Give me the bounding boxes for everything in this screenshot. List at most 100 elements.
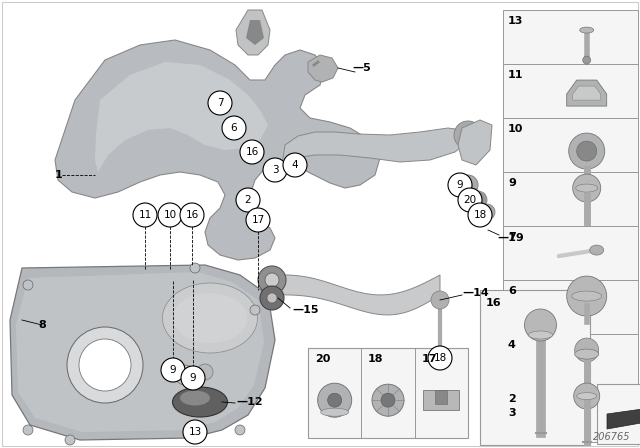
Text: 11: 11 (138, 210, 152, 220)
Bar (503, 388, 638, 442)
Circle shape (23, 280, 33, 290)
Ellipse shape (577, 392, 596, 400)
Bar (597, 384, 640, 444)
Circle shape (317, 383, 351, 417)
Text: 13: 13 (188, 427, 202, 437)
Polygon shape (10, 265, 275, 440)
Bar (503, 118, 638, 172)
Text: 17: 17 (421, 354, 437, 364)
Circle shape (569, 133, 605, 169)
Text: 4: 4 (508, 340, 516, 350)
Circle shape (566, 276, 607, 316)
Circle shape (448, 173, 472, 197)
Circle shape (240, 140, 264, 164)
Ellipse shape (163, 283, 257, 353)
Text: 16: 16 (486, 298, 502, 308)
Circle shape (573, 383, 600, 409)
Circle shape (197, 364, 213, 380)
Circle shape (458, 175, 478, 195)
Text: —15: —15 (292, 305, 319, 315)
Polygon shape (270, 275, 440, 315)
Polygon shape (458, 120, 492, 165)
Circle shape (258, 266, 286, 294)
Bar (503, 226, 638, 280)
Ellipse shape (576, 184, 598, 192)
Text: 18: 18 (474, 210, 486, 220)
Text: 16: 16 (245, 147, 259, 157)
Bar (503, 280, 638, 334)
Text: 7: 7 (217, 98, 223, 108)
Ellipse shape (321, 408, 349, 416)
Text: —5: —5 (352, 63, 371, 73)
Text: 9: 9 (457, 180, 463, 190)
Circle shape (582, 56, 591, 64)
Text: 2: 2 (244, 195, 252, 205)
Text: 2: 2 (508, 394, 516, 404)
Circle shape (573, 174, 601, 202)
Text: 7: 7 (508, 232, 516, 242)
Circle shape (263, 158, 287, 182)
Bar (435, 390, 447, 404)
Polygon shape (282, 128, 470, 165)
Text: 4: 4 (292, 160, 298, 170)
Circle shape (479, 204, 495, 220)
Polygon shape (566, 80, 607, 106)
Text: 9: 9 (189, 373, 196, 383)
Ellipse shape (580, 27, 594, 33)
Bar (503, 334, 638, 388)
Circle shape (328, 393, 342, 407)
Text: 18: 18 (368, 354, 383, 364)
Text: 10: 10 (508, 124, 524, 134)
Ellipse shape (180, 391, 210, 405)
Circle shape (79, 339, 131, 391)
Text: 3: 3 (508, 408, 516, 418)
Polygon shape (573, 86, 601, 100)
Bar (503, 172, 638, 226)
Polygon shape (246, 20, 264, 45)
Text: 13: 13 (508, 16, 524, 26)
Ellipse shape (173, 387, 227, 417)
Text: 9: 9 (170, 365, 176, 375)
Circle shape (67, 327, 143, 403)
Circle shape (428, 346, 452, 370)
Circle shape (267, 293, 277, 303)
Circle shape (175, 365, 195, 385)
Circle shape (23, 425, 33, 435)
Bar (308, 348, 468, 438)
Text: 6: 6 (230, 123, 237, 133)
Circle shape (180, 203, 204, 227)
Text: 6: 6 (508, 286, 516, 296)
Circle shape (161, 358, 185, 382)
Circle shape (432, 347, 448, 363)
Polygon shape (236, 10, 270, 55)
Circle shape (158, 203, 182, 227)
Text: 17: 17 (252, 215, 264, 225)
Circle shape (183, 420, 207, 444)
Circle shape (260, 286, 284, 310)
Text: —19: —19 (497, 233, 524, 243)
Circle shape (181, 366, 205, 390)
Circle shape (283, 153, 307, 177)
Bar (503, 10, 638, 64)
Circle shape (65, 435, 75, 445)
Circle shape (372, 384, 404, 416)
Circle shape (525, 309, 557, 341)
Circle shape (236, 188, 260, 212)
Circle shape (381, 393, 395, 407)
Circle shape (190, 263, 200, 273)
Ellipse shape (529, 331, 552, 339)
Circle shape (468, 203, 492, 227)
Text: 1: 1 (55, 170, 63, 180)
Polygon shape (607, 402, 640, 429)
Text: 10: 10 (163, 210, 177, 220)
Text: 3: 3 (272, 165, 278, 175)
Ellipse shape (589, 245, 604, 255)
Text: 16: 16 (186, 210, 198, 220)
Text: 8: 8 (38, 320, 45, 330)
Polygon shape (308, 55, 338, 82)
Text: 206765: 206765 (593, 432, 630, 442)
Polygon shape (55, 40, 380, 260)
Circle shape (575, 338, 598, 362)
Circle shape (458, 188, 482, 212)
Circle shape (180, 370, 190, 380)
